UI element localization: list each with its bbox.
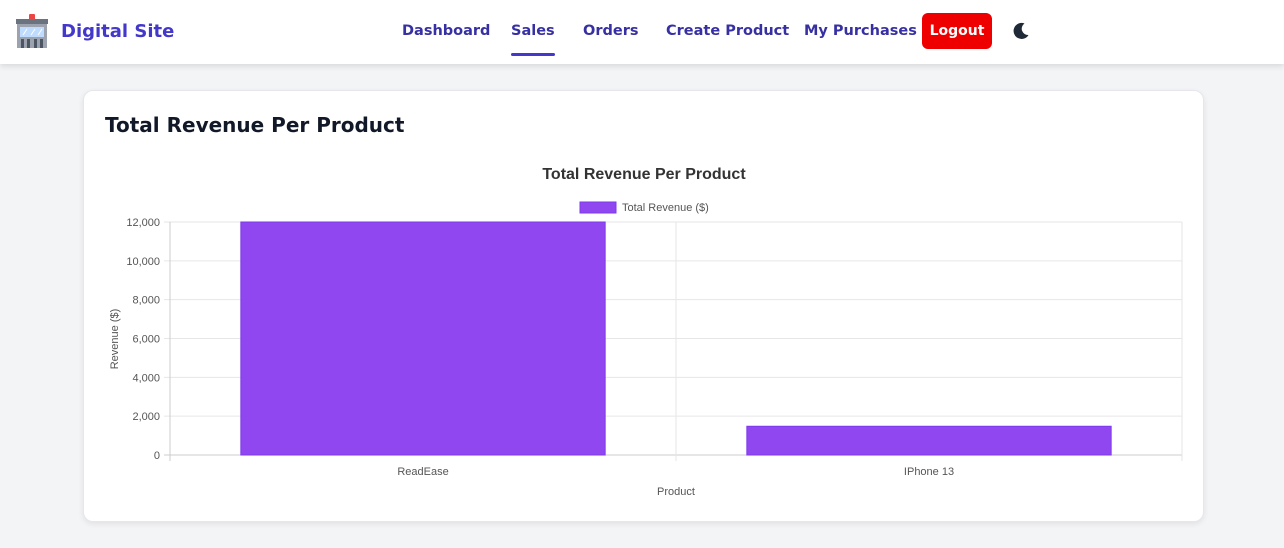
nav-link-dashboard[interactable]: Dashboard	[402, 23, 491, 39]
bar-iphone-13[interactable]	[746, 425, 1112, 456]
chart-bars	[240, 221, 1112, 456]
revenue-card: Total Revenue Per Product Total Revenue …	[83, 90, 1204, 522]
card-title: Total Revenue Per Product	[105, 113, 405, 137]
chart-axes: 0 2,000 4,000 6,000 8,000 10,000 12,000 ReadEas…	[126, 217, 954, 478]
x-axis-label: Product	[657, 486, 695, 498]
bar-readease[interactable]	[240, 221, 606, 456]
nav-link-create-product[interactable]: Create Product	[666, 23, 790, 39]
brand-name: Digital Site	[61, 20, 175, 42]
brand[interactable]: Digital Site	[14, 12, 174, 50]
y-tick-label: 10,000	[126, 256, 160, 268]
logout-button[interactable]: Logout	[922, 13, 992, 49]
nav-link-sales[interactable]: Sales	[511, 20, 555, 56]
y-axis-label: Revenue ($)	[109, 309, 121, 370]
navbar: Digital Site Dashboard Sales Orders Crea…	[0, 0, 1284, 64]
chart-title: Total Revenue Per Product	[542, 166, 746, 183]
legend-swatch	[579, 201, 617, 214]
y-tick-label: 12,000	[126, 217, 160, 229]
x-tick-label: ReadEase	[397, 466, 448, 478]
store-icon	[16, 14, 48, 48]
revenue-chart: Total Revenue Per Product Total Revenue …	[109, 166, 1183, 498]
legend-label: Total Revenue ($)	[622, 202, 709, 214]
nav-link-orders[interactable]: Orders	[583, 23, 639, 39]
y-tick-label: 6,000	[132, 334, 160, 346]
chart-legend[interactable]: Total Revenue ($)	[579, 201, 709, 214]
x-tick-label: IPhone 13	[904, 466, 954, 478]
y-tick-label: 8,000	[132, 295, 160, 307]
y-tick-label: 0	[154, 450, 160, 462]
moon-icon[interactable]	[1010, 20, 1032, 42]
y-tick-label: 4,000	[132, 372, 160, 384]
nav-link-my-purchases[interactable]: My Purchases	[804, 23, 917, 39]
y-tick-label: 2,000	[132, 411, 160, 423]
